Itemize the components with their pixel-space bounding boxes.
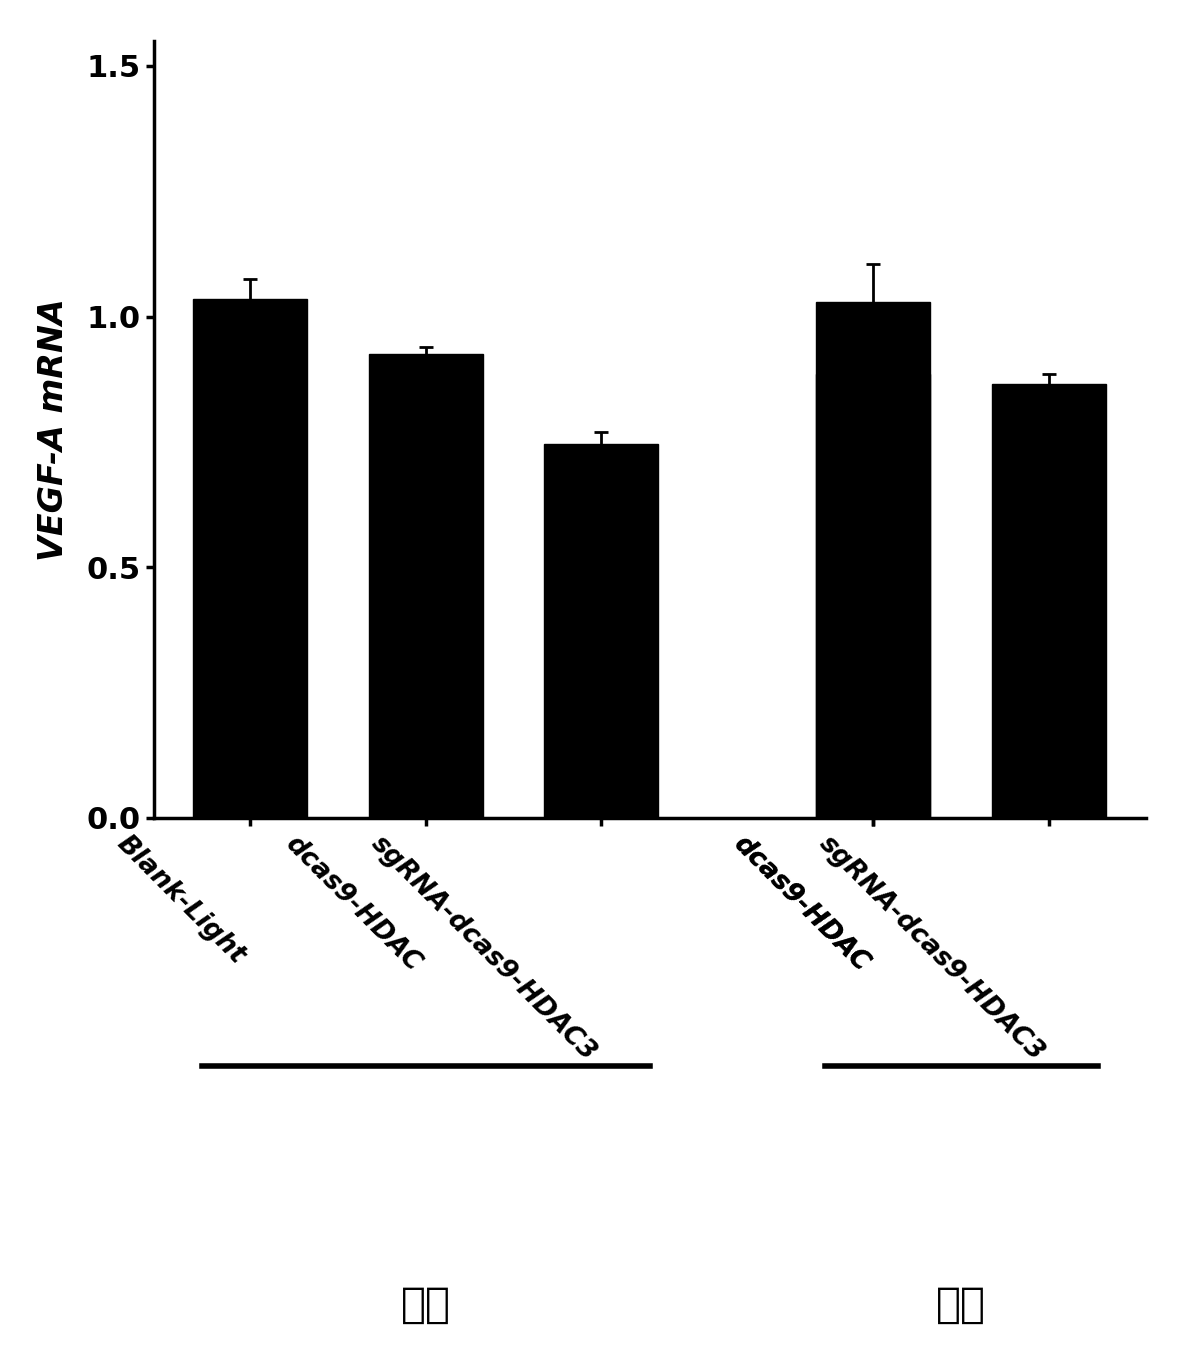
Bar [816,301,931,818]
Bar [992,384,1107,818]
Bar [193,298,307,818]
Y-axis label: VEGF-A mRNA: VEGF-A mRNA [37,298,70,560]
Bar [368,354,483,818]
Bar [816,375,931,818]
Bar [544,444,658,818]
Text: 光照: 光照 [400,1284,451,1326]
Text: 黑暗: 黑暗 [937,1284,986,1326]
